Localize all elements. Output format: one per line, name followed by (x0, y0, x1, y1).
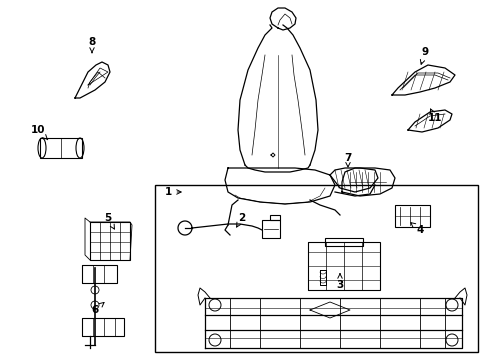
Text: 10: 10 (31, 125, 48, 140)
Bar (40, 138, 82, 158)
Text: 3: 3 (336, 274, 343, 290)
Bar (155, 185, 477, 352)
Bar (262, 220, 280, 238)
Text: 5: 5 (104, 213, 114, 229)
Text: 8: 8 (88, 37, 96, 53)
Bar (82, 265, 117, 283)
Text: 1: 1 (164, 187, 181, 197)
Bar (269, 215, 280, 220)
Text: 4: 4 (410, 222, 423, 235)
Bar (82, 318, 124, 336)
Text: 2: 2 (236, 213, 245, 227)
Bar (90, 222, 130, 260)
Bar (325, 238, 362, 246)
Bar (394, 205, 429, 227)
Text: 7: 7 (344, 153, 351, 167)
Text: 9: 9 (420, 47, 427, 64)
Text: 11: 11 (427, 109, 441, 123)
Bar (307, 242, 379, 290)
Text: 6: 6 (91, 302, 104, 315)
